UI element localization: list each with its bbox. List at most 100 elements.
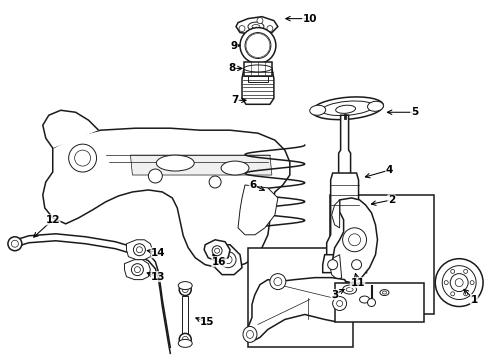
Circle shape bbox=[328, 260, 338, 270]
Text: 3: 3 bbox=[331, 289, 338, 300]
Circle shape bbox=[270, 274, 286, 289]
Ellipse shape bbox=[336, 105, 356, 113]
Circle shape bbox=[246, 33, 270, 58]
Circle shape bbox=[179, 333, 191, 345]
Polygon shape bbox=[327, 173, 363, 257]
Polygon shape bbox=[248, 278, 347, 341]
Circle shape bbox=[245, 32, 271, 58]
Ellipse shape bbox=[246, 330, 253, 338]
Circle shape bbox=[224, 256, 232, 264]
Circle shape bbox=[182, 287, 188, 293]
Ellipse shape bbox=[312, 97, 383, 120]
Circle shape bbox=[267, 26, 273, 32]
Circle shape bbox=[333, 297, 346, 310]
Bar bbox=[248, 248, 353, 347]
Circle shape bbox=[220, 252, 236, 268]
Circle shape bbox=[134, 267, 141, 273]
Polygon shape bbox=[323, 255, 367, 273]
Polygon shape bbox=[333, 198, 377, 283]
Polygon shape bbox=[238, 185, 278, 235]
Circle shape bbox=[451, 292, 455, 296]
Ellipse shape bbox=[248, 22, 264, 31]
Polygon shape bbox=[126, 240, 152, 260]
Ellipse shape bbox=[322, 101, 373, 116]
Circle shape bbox=[444, 280, 448, 285]
Circle shape bbox=[239, 26, 245, 32]
Ellipse shape bbox=[178, 282, 192, 289]
Circle shape bbox=[451, 269, 455, 273]
Circle shape bbox=[464, 269, 467, 273]
Circle shape bbox=[442, 266, 476, 300]
Circle shape bbox=[274, 278, 282, 285]
Ellipse shape bbox=[252, 24, 260, 28]
Ellipse shape bbox=[346, 288, 353, 292]
Text: 10: 10 bbox=[302, 14, 317, 24]
Circle shape bbox=[136, 247, 143, 253]
Ellipse shape bbox=[310, 105, 326, 115]
Text: 7: 7 bbox=[231, 95, 239, 105]
Bar bbox=[335, 283, 424, 323]
Polygon shape bbox=[204, 240, 230, 262]
Text: 14: 14 bbox=[151, 248, 166, 258]
Ellipse shape bbox=[178, 339, 192, 347]
Polygon shape bbox=[130, 155, 272, 175]
Ellipse shape bbox=[380, 289, 389, 296]
Ellipse shape bbox=[221, 161, 249, 175]
Circle shape bbox=[352, 260, 362, 270]
Circle shape bbox=[257, 18, 263, 24]
Polygon shape bbox=[242, 68, 274, 104]
Bar bbox=[330, 195, 434, 315]
Text: 12: 12 bbox=[46, 215, 60, 225]
Polygon shape bbox=[339, 115, 350, 175]
Circle shape bbox=[348, 234, 361, 246]
Circle shape bbox=[343, 228, 367, 252]
Ellipse shape bbox=[383, 291, 387, 294]
Circle shape bbox=[74, 150, 91, 166]
Circle shape bbox=[464, 292, 467, 296]
Circle shape bbox=[179, 284, 191, 296]
Circle shape bbox=[133, 244, 146, 256]
Circle shape bbox=[470, 280, 474, 285]
Text: 15: 15 bbox=[200, 318, 215, 328]
Polygon shape bbox=[215, 245, 242, 275]
Text: 13: 13 bbox=[151, 272, 166, 282]
Circle shape bbox=[251, 39, 265, 53]
Circle shape bbox=[215, 248, 220, 253]
Circle shape bbox=[212, 246, 222, 256]
Ellipse shape bbox=[360, 296, 369, 303]
Polygon shape bbox=[124, 260, 150, 280]
Text: 1: 1 bbox=[470, 294, 478, 305]
Ellipse shape bbox=[244, 65, 272, 72]
Text: 4: 4 bbox=[386, 165, 393, 175]
Ellipse shape bbox=[243, 327, 257, 342]
Text: 8: 8 bbox=[228, 63, 236, 73]
Text: 16: 16 bbox=[212, 257, 226, 267]
Text: 6: 6 bbox=[249, 180, 257, 190]
Ellipse shape bbox=[156, 155, 194, 171]
Polygon shape bbox=[236, 17, 278, 35]
Text: 5: 5 bbox=[411, 107, 418, 117]
Circle shape bbox=[209, 176, 221, 188]
Bar bbox=[244, 62, 272, 76]
Text: 11: 11 bbox=[350, 278, 365, 288]
Circle shape bbox=[148, 169, 162, 183]
Text: 2: 2 bbox=[388, 195, 395, 205]
Circle shape bbox=[69, 144, 97, 172]
Polygon shape bbox=[332, 200, 340, 228]
Circle shape bbox=[337, 301, 343, 306]
Circle shape bbox=[435, 259, 483, 306]
Circle shape bbox=[240, 28, 276, 63]
Polygon shape bbox=[43, 128, 290, 268]
Polygon shape bbox=[330, 255, 342, 280]
Circle shape bbox=[368, 298, 375, 306]
Polygon shape bbox=[43, 110, 98, 148]
Bar bbox=[182, 296, 188, 336]
Circle shape bbox=[11, 240, 19, 247]
Circle shape bbox=[131, 264, 144, 276]
Text: 9: 9 bbox=[230, 41, 238, 50]
Circle shape bbox=[8, 237, 22, 251]
Ellipse shape bbox=[343, 285, 357, 294]
Circle shape bbox=[182, 336, 188, 342]
Circle shape bbox=[450, 274, 468, 292]
Circle shape bbox=[455, 279, 463, 287]
